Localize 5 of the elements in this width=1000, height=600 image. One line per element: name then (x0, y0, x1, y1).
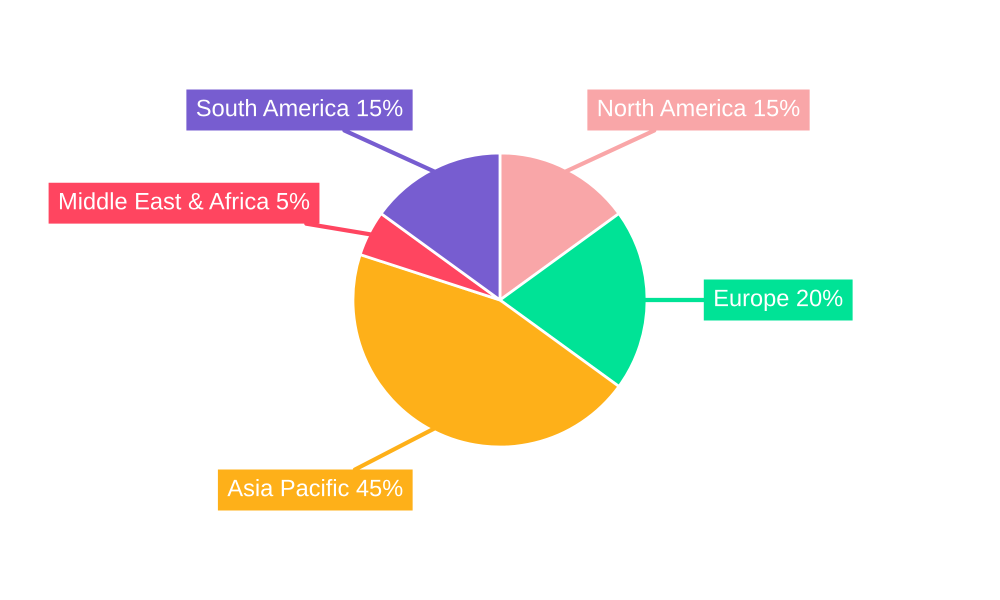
slice-label: Middle East & Africa 5% (60, 192, 310, 210)
slice-label: North America 15% (598, 99, 800, 116)
slice-label: Asia Pacific 45% (227, 478, 402, 496)
slice-label: Europe 20% (715, 290, 842, 312)
slice-label: South America 15% (196, 99, 402, 116)
